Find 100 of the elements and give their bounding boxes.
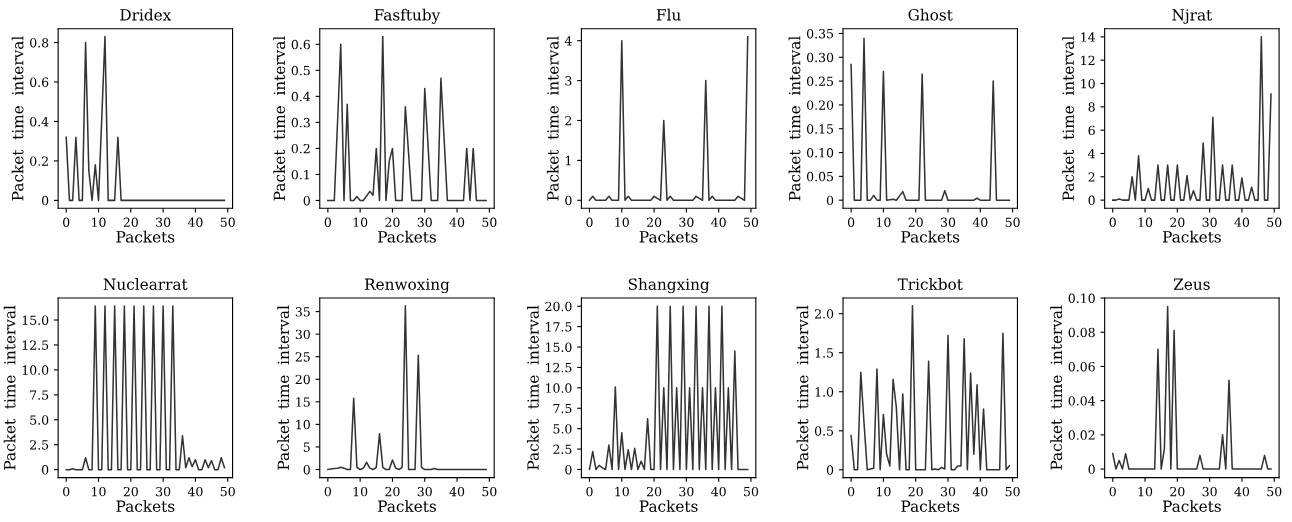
chart-title: Trickbot <box>897 278 963 290</box>
x-tick-label: 40 <box>187 486 203 497</box>
y-tick-label: 12 <box>1081 55 1095 65</box>
x-axis-title: Packets <box>639 500 698 512</box>
y-tick-label: 0 <box>826 195 834 206</box>
y-tick-label: 1 <box>565 155 571 166</box>
x-axis-title: Packets <box>1162 230 1221 243</box>
x-tick-label: 40 <box>972 486 988 497</box>
y-axis-title: Packet time interval <box>788 36 801 201</box>
y-axis-title: Packet time interval <box>526 305 539 470</box>
x-tick-label: 0 <box>847 217 855 227</box>
x-tick-label: 50 <box>1267 486 1282 497</box>
y-axis-title: Packet time interval <box>1050 305 1063 470</box>
y-tick-label: 15 <box>296 397 310 407</box>
y-tick-label: 2 <box>565 115 572 126</box>
chart-title: Renwoxing <box>364 278 450 294</box>
x-tick-label: 0 <box>324 217 331 227</box>
y-tick-label: 0.2 <box>30 156 48 166</box>
line-series <box>65 35 226 202</box>
line-series <box>1111 36 1272 201</box>
x-tick-label: 40 <box>972 217 988 227</box>
x-tick-label: 20 <box>646 217 662 227</box>
y-tick-label: 0 <box>303 195 310 206</box>
line-series <box>588 35 749 202</box>
y-tick-label: 14 <box>1081 32 1095 42</box>
y-tick-label: 0.3 <box>291 117 310 128</box>
x-tick-label: 40 <box>711 486 726 497</box>
y-tick-label: 7.5 <box>553 403 572 414</box>
x-tick-label: 50 <box>220 486 235 497</box>
y-tick-label: 0.5 <box>291 65 310 76</box>
line-series <box>850 37 1011 201</box>
y-tick-label: 20.0 <box>545 301 572 312</box>
y-tick-label: 0.1 <box>291 169 309 180</box>
y-tick-label: 0.6 <box>291 39 310 50</box>
y-tick-label: 0.30 <box>806 52 834 63</box>
y-tick-label: 17.5 <box>546 322 572 332</box>
line-series <box>65 305 226 471</box>
y-tick-label: 0 <box>565 195 572 206</box>
x-tick-label: 10 <box>876 217 891 227</box>
x-tick-label: 0 <box>63 486 70 497</box>
x-tick-label: 40 <box>1234 486 1250 497</box>
x-tick-label: 30 <box>941 486 956 497</box>
x-axis-title: Packets <box>901 230 960 243</box>
y-tick-label: 3 <box>565 76 572 86</box>
y-tick-label: 0.5 <box>814 426 834 436</box>
y-tick-label: 0.15 <box>806 124 834 134</box>
x-tick-label: 10 <box>615 217 629 227</box>
line-series <box>327 304 487 471</box>
x-tick-label: 0 <box>324 486 331 497</box>
chart-title: Flu <box>656 8 681 21</box>
x-tick-label: 20 <box>385 486 400 497</box>
y-axis-title: Packet time interval <box>796 305 809 470</box>
chart-title: Njrat <box>1172 9 1213 24</box>
y-tick-label: 4 <box>564 36 572 46</box>
y-tick-label: 0 <box>303 464 310 475</box>
x-tick-label: 10 <box>92 217 106 227</box>
y-tick-label: 35 <box>295 307 310 317</box>
x-axis-title: Packets <box>901 500 960 512</box>
x-tick-label: 20 <box>1170 217 1185 227</box>
y-tick-label: 2 <box>1088 172 1095 182</box>
line-series <box>327 35 487 202</box>
chart-title: Shangxing <box>628 278 710 294</box>
y-axis-title: Packet time interval <box>273 36 286 201</box>
x-axis-title: Packets <box>639 230 698 243</box>
y-tick-label: 0 <box>565 464 572 475</box>
x-tick-label: 10 <box>353 486 368 497</box>
y-tick-label: 0.02 <box>1068 430 1095 440</box>
x-tick-label: 40 <box>711 217 726 227</box>
y-tick-label: 4 <box>1088 148 1095 159</box>
y-tick-label: 12.5 <box>22 340 49 350</box>
y-tick-label: 7.5 <box>30 390 49 400</box>
x-axis-title: Packets <box>378 500 436 512</box>
y-tick-label: 10.0 <box>546 383 572 393</box>
y-tick-label: 0.2 <box>291 143 310 154</box>
y-tick-label: 0.05 <box>806 171 834 182</box>
y-tick-label: 2.0 <box>814 309 834 319</box>
x-tick-label: 50 <box>1267 217 1282 227</box>
x-tick-label: 50 <box>1005 486 1020 497</box>
x-tick-label: 30 <box>417 217 432 227</box>
y-tick-label: 0.8 <box>30 37 49 48</box>
x-tick-label: 20 <box>908 486 923 497</box>
y-tick-label: 5.0 <box>553 424 572 434</box>
x-tick-label: 30 <box>679 486 694 497</box>
x-tick-label: 40 <box>449 217 465 227</box>
x-tick-label: 30 <box>679 217 694 227</box>
y-tick-label: 0.25 <box>806 76 834 87</box>
y-tick-label: 15.0 <box>546 342 572 352</box>
y-tick-label: 1.0 <box>815 387 834 397</box>
x-tick-label: 0 <box>847 486 855 497</box>
x-tick-label: 0 <box>1109 217 1116 227</box>
y-tick-label: 6 <box>1088 125 1095 136</box>
x-tick-label: 50 <box>1005 217 1020 227</box>
x-tick-label: 30 <box>156 486 171 497</box>
y-tick-label: 5.0 <box>30 415 49 425</box>
x-tick-label: 30 <box>417 486 432 497</box>
y-axis-title: Packet time interval <box>11 36 24 201</box>
x-tick-label: 0 <box>1109 486 1116 497</box>
x-tick-label: 20 <box>646 486 662 497</box>
y-tick-label: 0.10 <box>1068 293 1095 303</box>
x-tick-label: 50 <box>482 217 497 227</box>
